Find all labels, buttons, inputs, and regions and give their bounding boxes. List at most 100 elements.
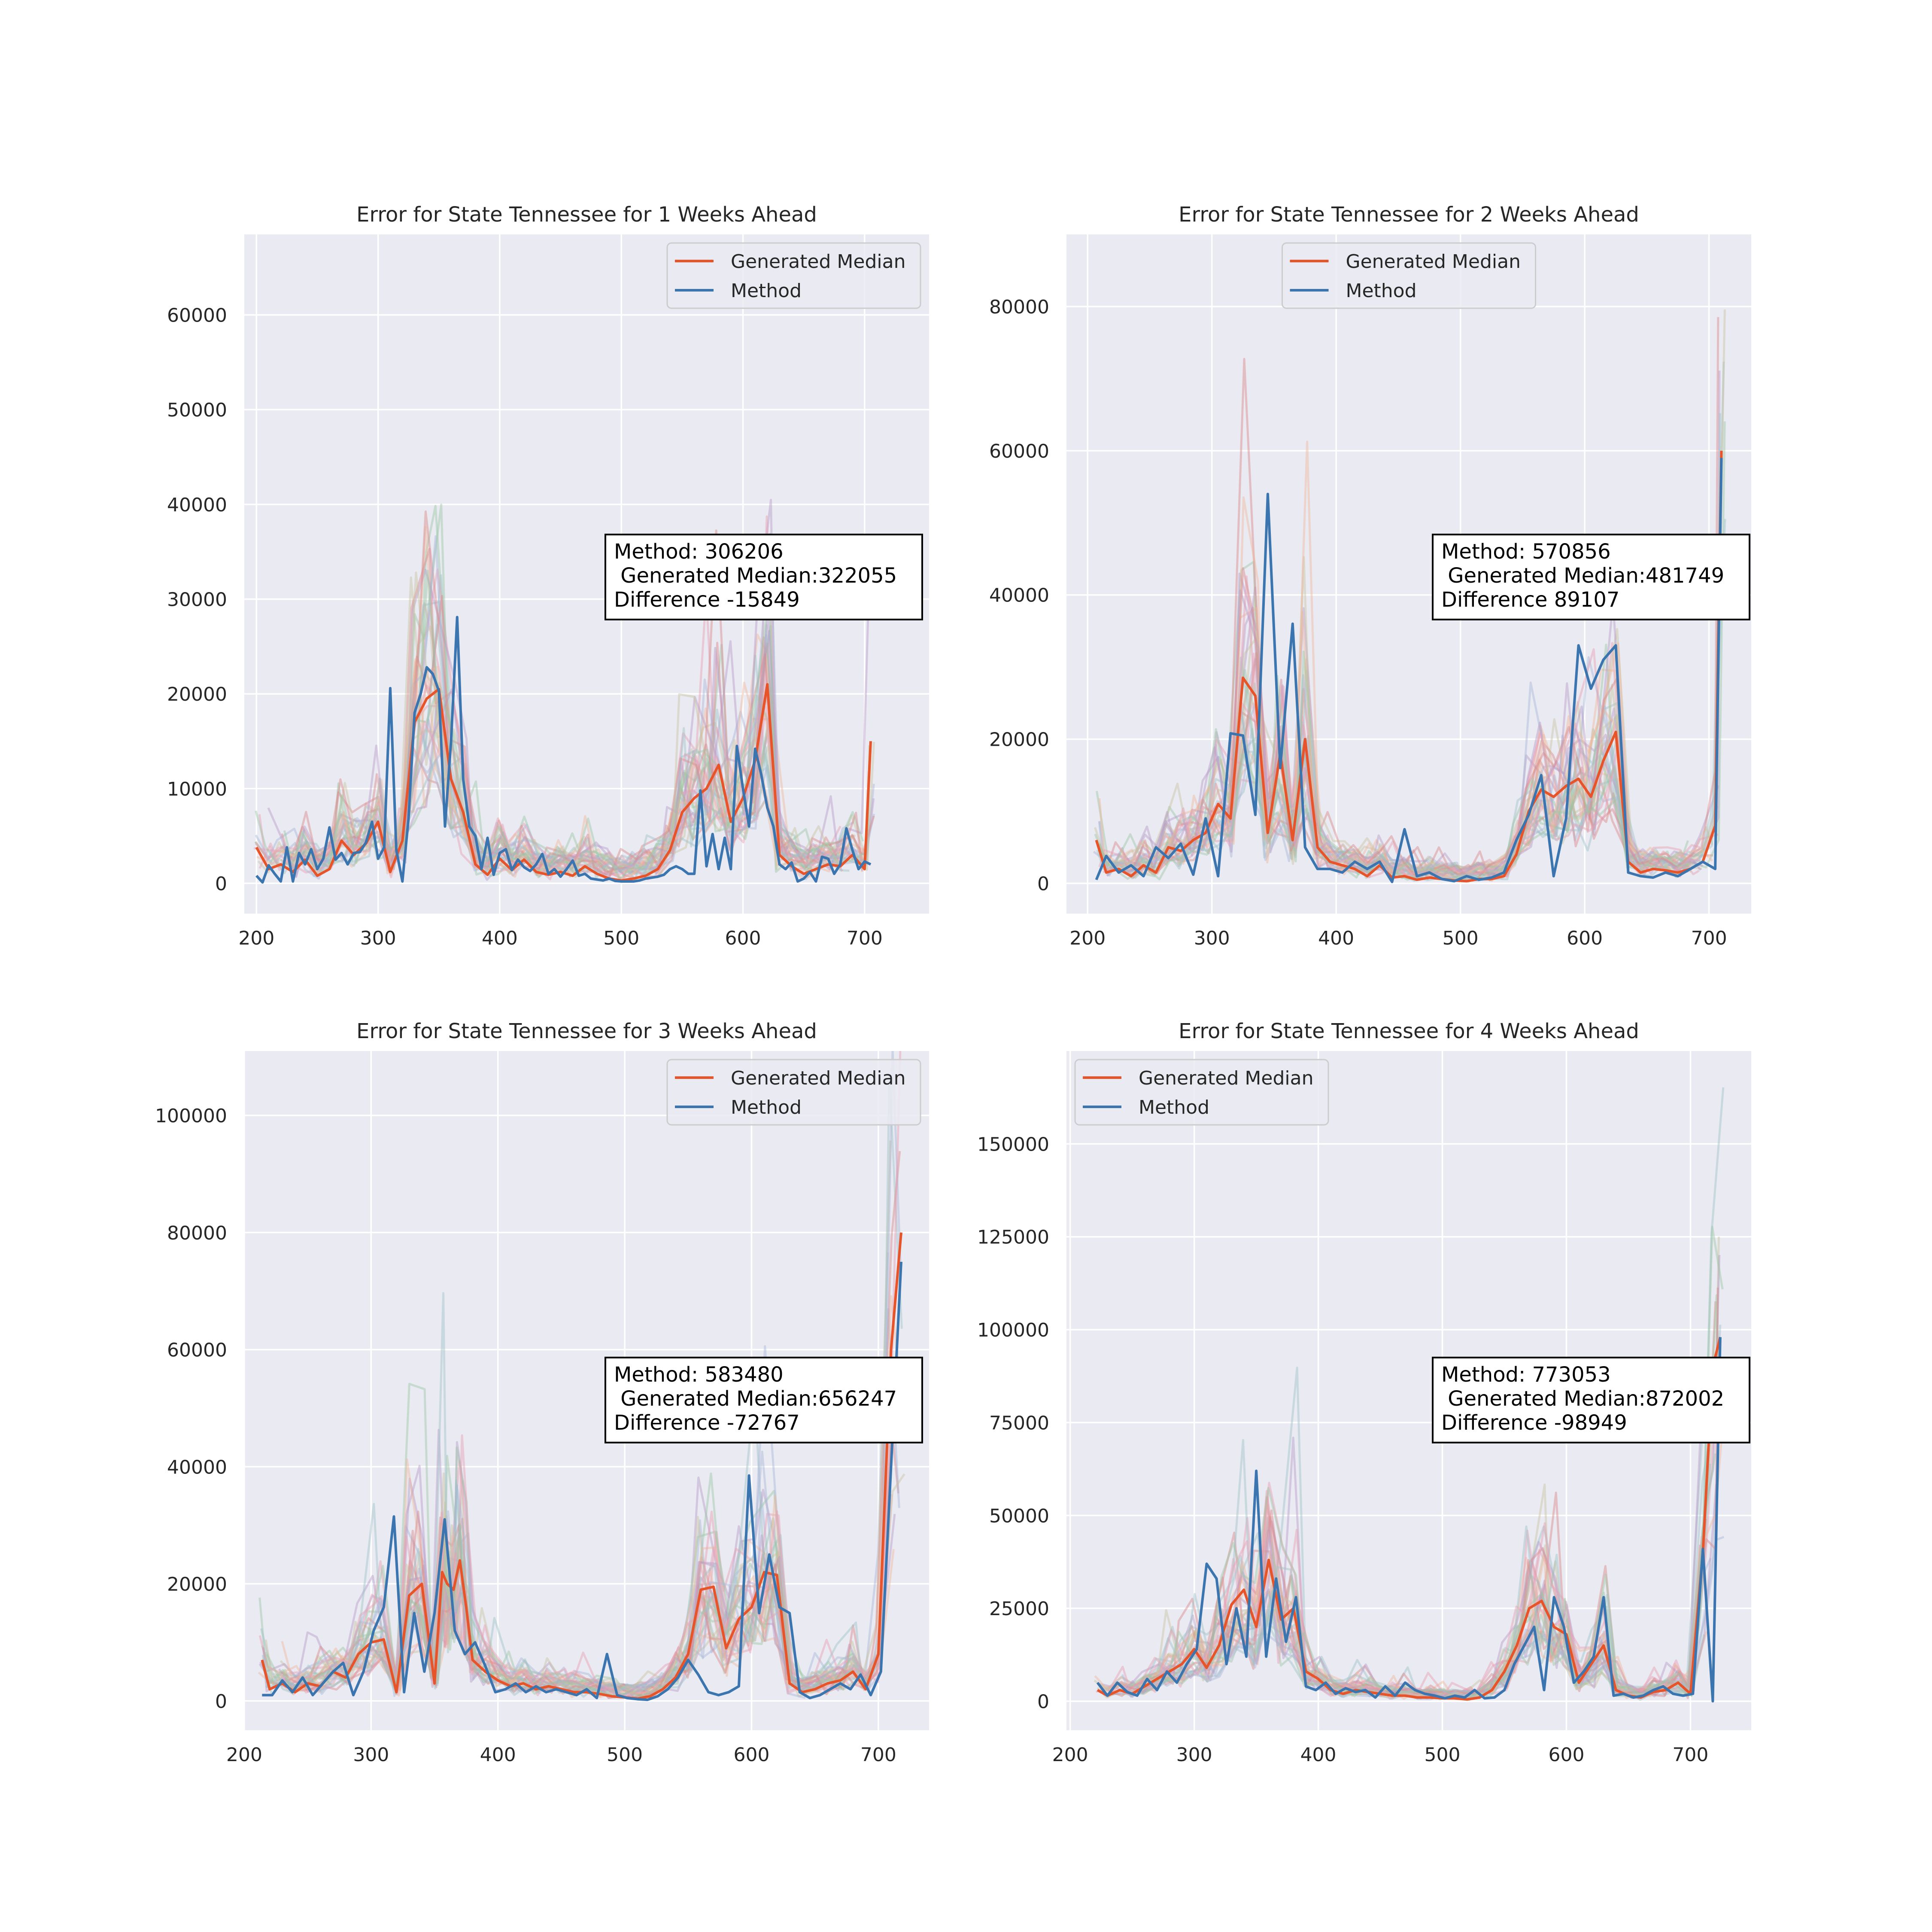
x-tick-label: 400 bbox=[482, 927, 518, 949]
annotation-box: Method: 583480 Generated Median:656247Di… bbox=[605, 1357, 923, 1443]
x-tick-label: 300 bbox=[1194, 927, 1230, 949]
legend-frame bbox=[1282, 242, 1536, 309]
ensemble-series-line bbox=[1098, 656, 1688, 882]
ensemble-series-line bbox=[286, 1434, 893, 1695]
annotation-line: Generated Median:656247 bbox=[614, 1387, 897, 1411]
generated-median-line bbox=[1095, 450, 1723, 883]
ensemble-series-line bbox=[291, 1396, 899, 1698]
legend-label: Method bbox=[1346, 280, 1417, 302]
legend-frame bbox=[1074, 1059, 1329, 1126]
ensemble-series-line bbox=[258, 1382, 869, 1692]
legend-label: Method bbox=[1139, 1097, 1209, 1118]
ensemble-series-line bbox=[1109, 1544, 1701, 1699]
ensemble-series-line bbox=[1109, 589, 1702, 876]
ensemble-series-line bbox=[253, 705, 843, 878]
y-tick-label: 60000 bbox=[167, 305, 227, 327]
annotation-line: Difference -98949 bbox=[1441, 1411, 1627, 1435]
y-tick-label: 100000 bbox=[155, 1105, 227, 1127]
x-tick-label: 600 bbox=[1567, 927, 1603, 949]
annotation-box: Method: 570856 Generated Median:481749Di… bbox=[1432, 534, 1750, 620]
ensemble-series-line bbox=[272, 1460, 879, 1697]
legend-label: Method bbox=[731, 280, 802, 302]
ensemble-series-line bbox=[1119, 1453, 1716, 1699]
y-tick-label: 25000 bbox=[989, 1598, 1049, 1620]
method-line bbox=[255, 616, 872, 884]
ensemble-series-line bbox=[266, 1517, 879, 1696]
ensemble-series-line bbox=[265, 1541, 883, 1696]
annotation-line: Generated Median:872002 bbox=[1441, 1387, 1724, 1411]
ensemble-series-line bbox=[1132, 317, 1719, 881]
method-line bbox=[1095, 458, 1723, 884]
x-tick-label: 200 bbox=[1052, 1744, 1088, 1766]
x-tick-label: 600 bbox=[1548, 1744, 1584, 1766]
y-tick-label: 0 bbox=[1037, 873, 1049, 895]
ensemble-series-line bbox=[1128, 1288, 1719, 1697]
legend-label: Method bbox=[731, 1097, 802, 1118]
annotation-line: Method: 583480 bbox=[614, 1363, 784, 1387]
y-tick-label: 100000 bbox=[977, 1319, 1049, 1341]
ensemble-series-line bbox=[259, 1428, 868, 1692]
x-tick-label: 400 bbox=[1318, 927, 1354, 949]
ensemble-series-line bbox=[1103, 575, 1700, 881]
legend: Generated Median Method bbox=[1282, 242, 1536, 309]
y-tick-label: 60000 bbox=[989, 440, 1049, 462]
annotation-line: Generated Median:481749 bbox=[1441, 564, 1724, 588]
ensemble-series-line bbox=[1133, 371, 1721, 878]
legend-label: Generated Median bbox=[1139, 1067, 1313, 1089]
y-tick-label: 20000 bbox=[989, 729, 1049, 751]
ensemble-series-line bbox=[1132, 519, 1726, 882]
y-tick-label: 80000 bbox=[167, 1222, 227, 1244]
ensemble-series-line bbox=[281, 1252, 889, 1697]
annotation-line: Difference 89107 bbox=[1441, 588, 1619, 612]
chart-title: Error for State Tennessee for 3 Weeks Ah… bbox=[356, 1019, 817, 1043]
ensemble-series-line bbox=[1098, 760, 1689, 877]
subplot-2: 200 300 400 500 600 700 0 20000 40000 60000 80000 E… bbox=[989, 203, 1751, 949]
x-tick-label: 500 bbox=[1425, 1744, 1461, 1766]
x-tick-label: 300 bbox=[1176, 1744, 1212, 1766]
x-tick-label: 400 bbox=[480, 1744, 516, 1766]
x-tick-label: 300 bbox=[360, 927, 396, 949]
annotation-box: Method: 773053 Generated Median:872002Di… bbox=[1432, 1357, 1750, 1443]
series-group bbox=[1093, 309, 1726, 884]
annotation-frame bbox=[605, 1357, 923, 1443]
y-tick-label: 150000 bbox=[977, 1133, 1049, 1155]
ensemble-series-line bbox=[1096, 561, 1689, 881]
x-tick-label: 200 bbox=[1069, 927, 1106, 949]
ensemble-series-line bbox=[1128, 1226, 1724, 1701]
ensemble-series-line bbox=[1099, 1490, 1694, 1699]
x-tick-label: 200 bbox=[238, 927, 274, 949]
ensemble-series-line bbox=[1100, 1510, 1694, 1698]
y-tick-label: 30000 bbox=[167, 589, 227, 611]
ensemble-series-line bbox=[268, 746, 850, 877]
ensemble-series-line bbox=[280, 504, 866, 876]
legend: Generated Median Method bbox=[666, 242, 921, 309]
x-tick-label: 500 bbox=[603, 927, 639, 949]
subplot-3: 200 300 400 500 600 700 0 20000 40000 60000 80000 1… bbox=[155, 1019, 929, 1766]
y-tick-label: 0 bbox=[215, 1691, 227, 1713]
ensemble-series-line bbox=[295, 569, 871, 880]
y-tick-label: 50000 bbox=[167, 399, 227, 421]
ensemble-series-line bbox=[283, 510, 863, 874]
x-tick-label: 500 bbox=[1443, 927, 1479, 949]
series-group bbox=[1094, 1087, 1725, 1703]
y-tick-label: 40000 bbox=[989, 585, 1049, 607]
x-tick-label: 600 bbox=[733, 1744, 769, 1766]
y-tick-label: 0 bbox=[1037, 1691, 1049, 1713]
legend-frame bbox=[666, 242, 921, 309]
x-tick-label: 700 bbox=[860, 1744, 896, 1766]
x-tick-label: 700 bbox=[1672, 1744, 1708, 1766]
legend: Generated Median Method bbox=[1074, 1059, 1329, 1126]
ensemble-series-line bbox=[1097, 678, 1692, 881]
ensemble-series-line bbox=[1094, 636, 1692, 881]
y-tick-label: 20000 bbox=[167, 1574, 227, 1595]
ensemble-series-line bbox=[258, 515, 841, 881]
annotation-line: Method: 773053 bbox=[1441, 1363, 1611, 1387]
y-tick-label: 80000 bbox=[989, 296, 1049, 318]
y-tick-label: 40000 bbox=[167, 494, 227, 516]
annotation-frame bbox=[1432, 1357, 1750, 1443]
y-tick-label: 10000 bbox=[167, 778, 227, 800]
y-tick-label: 125000 bbox=[977, 1227, 1049, 1249]
method-line bbox=[1096, 1337, 1722, 1703]
y-tick-label: 75000 bbox=[989, 1412, 1049, 1434]
legend-label: Generated Median bbox=[1346, 251, 1521, 273]
